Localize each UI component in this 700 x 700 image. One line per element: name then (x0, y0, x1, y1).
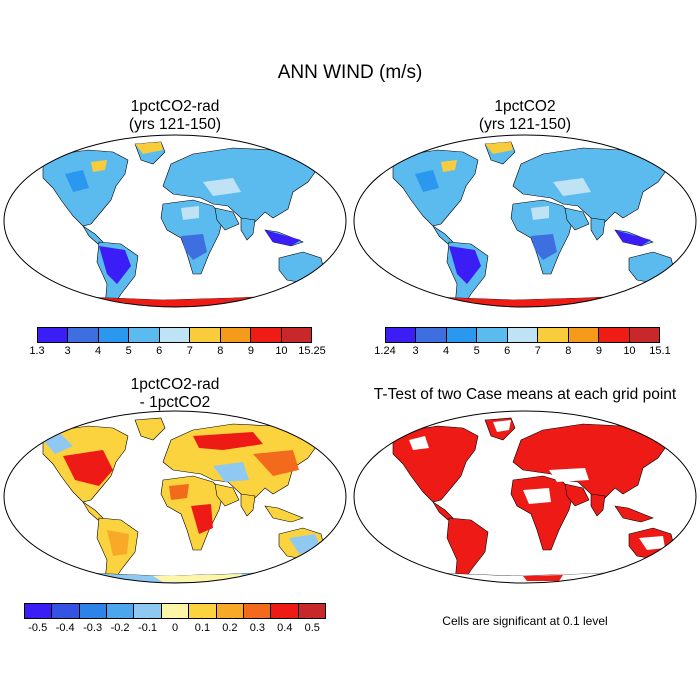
colorbar-diff-swatch-0 (25, 604, 53, 618)
panel-4-map (353, 410, 697, 584)
colorbar-diff-swatch-8 (243, 604, 272, 618)
panel-2-title-line2: (yrs 121-150) (478, 116, 572, 133)
colorbar-diff-label-2: -0.3 (83, 622, 103, 634)
colorbar-diff-swatch-1 (52, 604, 80, 618)
colorbar-wind1-label-6: 8 (217, 345, 224, 357)
colorbar-wind2-swatch-6 (568, 328, 600, 342)
colorbar-wind2-label-8: 10 (623, 345, 636, 357)
colorbar-panel-3 (24, 603, 326, 619)
colorbar-wind1-swatch-2 (98, 328, 130, 342)
panel-2-map (353, 134, 697, 308)
colorbar-wind1-label-5: 7 (186, 345, 193, 357)
colorbar-wind1-label-7: 9 (247, 345, 254, 357)
colorbar-diff-swatch-3 (107, 604, 135, 618)
colorbar-diff-label-8: 0.3 (249, 622, 266, 634)
colorbar-wind2-swatch-8 (629, 328, 659, 342)
colorbar-diff-swatch-5 (161, 604, 190, 618)
figure-title: ANN WIND (m/s) (277, 62, 423, 83)
colorbar-diff-label-10: 0.5 (304, 622, 320, 634)
colorbar-wind1-label-1: 3 (64, 345, 71, 357)
colorbar-panel-2-labels: 1.24 3 4 5 6 7 8 9 10 15.1 (374, 345, 670, 359)
colorbar-wind1-swatch-4 (159, 328, 191, 342)
colorbar-wind2-label-3: 5 (473, 345, 480, 357)
colorbar-wind1-swatch-7 (251, 328, 282, 342)
colorbar-wind1-swatch-0 (38, 328, 69, 342)
colorbar-diff-label-7: 0.2 (222, 622, 238, 634)
panel-2-title-line1: 1pctCO2 (494, 98, 556, 115)
colorbar-panel-1 (37, 327, 312, 343)
colorbar-wind2-swatch-4 (507, 328, 539, 342)
colorbar-diff-label-9: 0.4 (277, 622, 293, 634)
panel-4-title-line1: T-Test of two Case means at each grid po… (373, 386, 677, 403)
colorbar-diff-label-5: 0 (171, 622, 179, 634)
panel-1-map (3, 134, 347, 308)
panel-3-title-line1: 1pctCO2-rad (130, 376, 220, 393)
colorbar-wind2-label-7: 9 (595, 345, 602, 357)
colorbar-diff-swatch-10 (298, 604, 325, 618)
colorbar-wind1-label-8: 10 (275, 345, 288, 357)
colorbar-wind2-swatch-7 (599, 328, 630, 342)
colorbar-diff-swatch-6 (189, 604, 217, 618)
colorbar-diff-label-4: -0.1 (138, 622, 158, 634)
colorbar-panel-2 (385, 327, 660, 343)
panel-1-title-line1: 1pctCO2-rad (130, 98, 220, 115)
panel-4-title: T-Test of two Case means at each grid po… (350, 386, 700, 404)
colorbar-panel-3-labels: -0.5 -0.4 -0.3 -0.2 -0.1 0 0.1 0.2 0.3 0.4 0.5 (24, 622, 326, 636)
colorbar-diff-swatch-9 (271, 604, 299, 618)
colorbar-wind2-swatch-1 (416, 328, 447, 342)
colorbar-wind1-swatch-1 (68, 328, 99, 342)
colorbar-wind2-swatch-2 (446, 328, 478, 342)
colorbar-wind2-label-1: 3 (412, 345, 419, 357)
colorbar-panel-1-labels: 1.3 3 4 5 6 7 8 9 10 15.25 (29, 345, 325, 359)
colorbar-wind2-label-0: 1.24 (374, 345, 396, 357)
panel-3-title-line2: - 1pctCO2 (139, 394, 211, 411)
colorbar-wind1-label-2: 4 (95, 345, 102, 357)
colorbar-wind2-label-2: 4 (443, 345, 450, 357)
colorbar-wind2-swatch-5 (538, 328, 569, 342)
colorbar-diff-swatch-7 (216, 604, 244, 618)
colorbar-wind2-label-9: 15.1 (649, 345, 671, 357)
panel-3-title: 1pctCO2-rad - 1pctCO2 (0, 376, 350, 412)
panel-3-map (3, 410, 347, 584)
colorbar-wind1-label-0: 1.3 (29, 345, 45, 357)
panel-1-title-line2: (yrs 121-150) (128, 116, 222, 133)
panel-1-title: 1pctCO2-rad (yrs 121-150) (0, 98, 350, 134)
panel-2-title: 1pctCO2 (yrs 121-150) (350, 98, 700, 134)
significance-note: Cells are significant at 0.1 level (442, 614, 608, 628)
colorbar-diff-label-1: -0.4 (55, 622, 75, 634)
colorbar-wind2-swatch-0 (386, 328, 417, 342)
colorbar-wind1-label-3: 5 (125, 345, 132, 357)
colorbar-wind2-swatch-3 (477, 328, 508, 342)
colorbar-diff-label-3: -0.2 (110, 622, 130, 634)
colorbar-diff-label-0: -0.5 (28, 622, 48, 634)
colorbar-diff-swatch-4 (134, 604, 162, 618)
colorbar-wind2-label-4: 6 (504, 345, 511, 357)
colorbar-diff-label-6: 0.1 (194, 622, 211, 634)
colorbar-wind1-swatch-3 (129, 328, 160, 342)
colorbar-wind2-label-5: 7 (534, 345, 541, 357)
colorbar-wind1-label-4: 6 (156, 345, 163, 357)
colorbar-wind1-swatch-5 (190, 328, 221, 342)
colorbar-wind1-label-9: 15.25 (298, 345, 326, 357)
colorbar-wind2-label-6: 8 (565, 345, 572, 357)
colorbar-diff-swatch-2 (79, 604, 108, 618)
colorbar-wind1-swatch-8 (281, 328, 311, 342)
colorbar-wind1-swatch-6 (220, 328, 252, 342)
